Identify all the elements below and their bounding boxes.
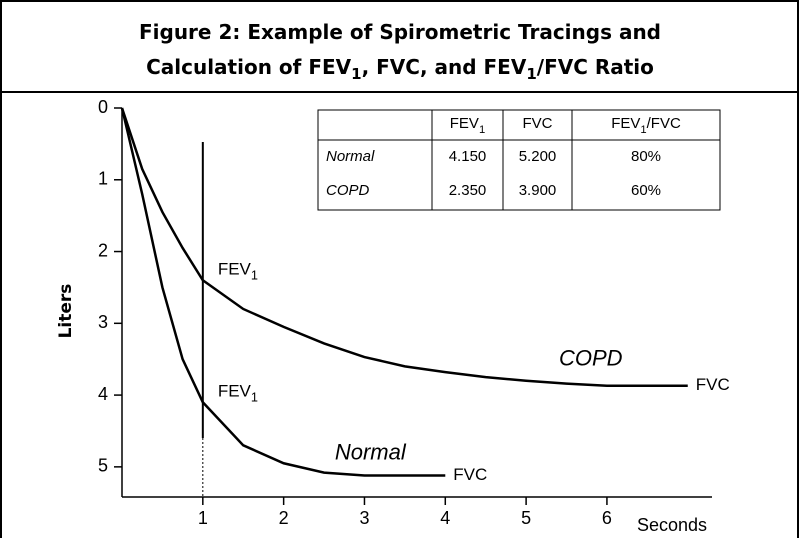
- table-cell: 60%: [631, 182, 661, 199]
- data-line: [120, 107, 446, 477]
- y-tick-label: 2: [98, 240, 108, 260]
- text-run: FEV: [218, 260, 252, 279]
- subscript: 1: [351, 65, 361, 83]
- x-tick-label: 4: [440, 508, 450, 528]
- x-tick-label: 2: [279, 508, 289, 528]
- series-name: Normal: [335, 439, 407, 464]
- table-cell: 2.350: [449, 182, 487, 199]
- x-axis-label: Seconds: [637, 515, 707, 535]
- fvc-label: FVC: [696, 375, 730, 394]
- subscript: 1: [526, 65, 536, 83]
- y-tick-label: 5: [98, 456, 108, 476]
- y-tick-label: 1: [98, 169, 108, 189]
- text-run: Figure 2: Example of Spirometric Tracing…: [139, 20, 661, 44]
- text-run: FEV: [611, 115, 640, 132]
- subscript: 1: [640, 124, 646, 136]
- text-run: FEV: [450, 115, 479, 132]
- rich-text: FEV1: [218, 260, 258, 283]
- table-cell: 3.900: [519, 182, 557, 199]
- text-run: Calculation of FEV: [146, 55, 352, 79]
- rich-text: Calculation of FEV1, FVC, and FEV1/FVC R…: [146, 55, 654, 83]
- table-row-label: COPD: [326, 182, 370, 199]
- rich-text: FEV1: [218, 382, 258, 405]
- rich-text: FVC: [523, 115, 553, 132]
- table-border: [317, 109, 721, 211]
- rich-text: Figure 2: Example of Spirometric Tracing…: [139, 20, 661, 44]
- y-axis-label: Liters: [56, 284, 76, 339]
- series-name: COPD: [559, 346, 623, 371]
- table-row-label: Normal: [326, 148, 375, 165]
- x-tick-label: 6: [602, 508, 612, 528]
- table-cell: 5.200: [519, 148, 557, 165]
- subscript: 1: [479, 124, 485, 136]
- x-tick-label: 5: [521, 508, 531, 528]
- y-tick-label: 3: [98, 312, 108, 332]
- text-run: /FVC Ratio: [537, 55, 654, 79]
- text-run: FVC: [523, 115, 553, 132]
- rich-text: FEV1/FVC: [611, 115, 681, 136]
- text-run: /FVC: [647, 115, 681, 132]
- rich-text: FEV1: [450, 115, 485, 136]
- fvc-label: FVC: [453, 465, 487, 484]
- table-cell: 4.150: [449, 148, 487, 165]
- x-tick-label: 1: [198, 508, 208, 528]
- text-run: , FVC, and FEV: [362, 55, 527, 79]
- text-run: FEV: [218, 382, 252, 401]
- x-tick-label: 3: [359, 508, 369, 528]
- subscript: 1: [251, 268, 258, 283]
- y-tick-label: 4: [98, 384, 108, 404]
- subscript: 1: [251, 390, 258, 405]
- y-tick-label: 0: [98, 97, 108, 117]
- data-line: [120, 107, 688, 388]
- table-cell: 80%: [631, 148, 661, 165]
